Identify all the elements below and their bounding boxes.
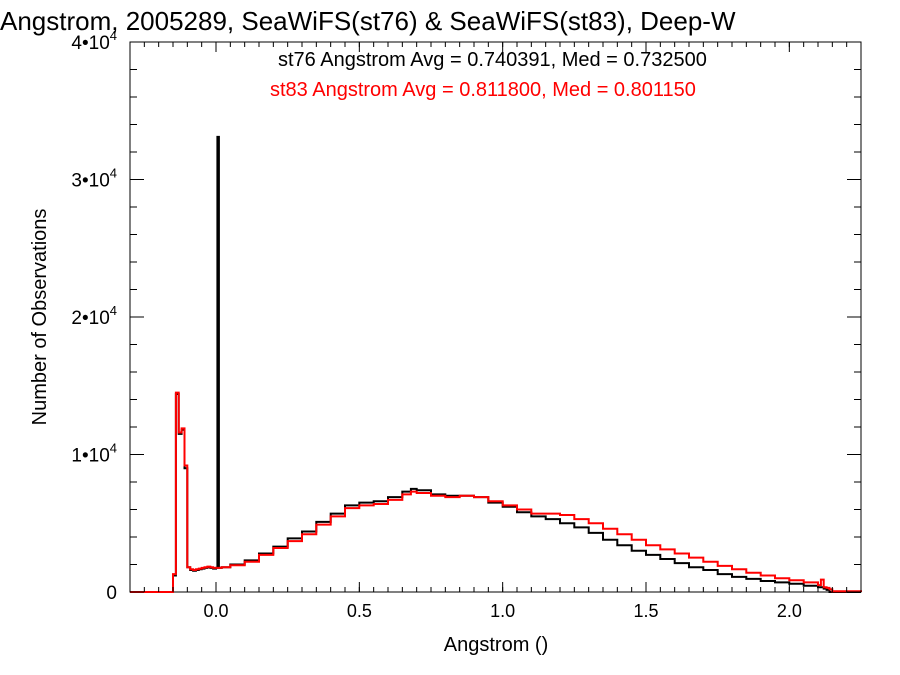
series-line-0 [130, 135, 861, 593]
plot-area: 0.0 0.5 1.0 1.5 2.0 0 1•104 2•104 3•104 4•104 [71, 28, 862, 621]
y-axis-ticks: 0 1•104 2•104 3•104 4•104 [71, 28, 861, 604]
series-layer [130, 135, 862, 593]
y-tick-label: 3•104 [71, 166, 117, 192]
legend-annotation-st83: st83 Angstrom Avg = 0.811800, Med = 0.80… [270, 79, 696, 101]
x-tick-label: 1.5 [633, 601, 658, 621]
series-line-1 [130, 391, 862, 593]
y-axis-label: Number of Observations [29, 209, 51, 426]
x-tick-label: 2.0 [777, 601, 802, 621]
x-tick-label: 0.5 [347, 601, 372, 621]
x-tick-label: 1.0 [490, 601, 515, 621]
plot-frame [129, 41, 862, 593]
x-axis-label: Angstrom () [444, 634, 548, 656]
x-tick-label: 0.0 [203, 601, 228, 621]
y-tick-label: 1•104 [71, 441, 117, 467]
x-axis-ticks: 0.0 0.5 1.0 1.5 2.0 [129, 42, 862, 621]
y-tick-label: 2•104 [71, 303, 117, 329]
y-tick-label: 0 [106, 583, 117, 604]
legend-annotation-st76: st76 Angstrom Avg = 0.740391, Med = 0.73… [278, 49, 707, 71]
chart-title: Angstrom, 2005289, SeaWiFS(st76) & SeaWi… [0, 6, 736, 36]
y-tick-label: 4•104 [71, 28, 117, 54]
